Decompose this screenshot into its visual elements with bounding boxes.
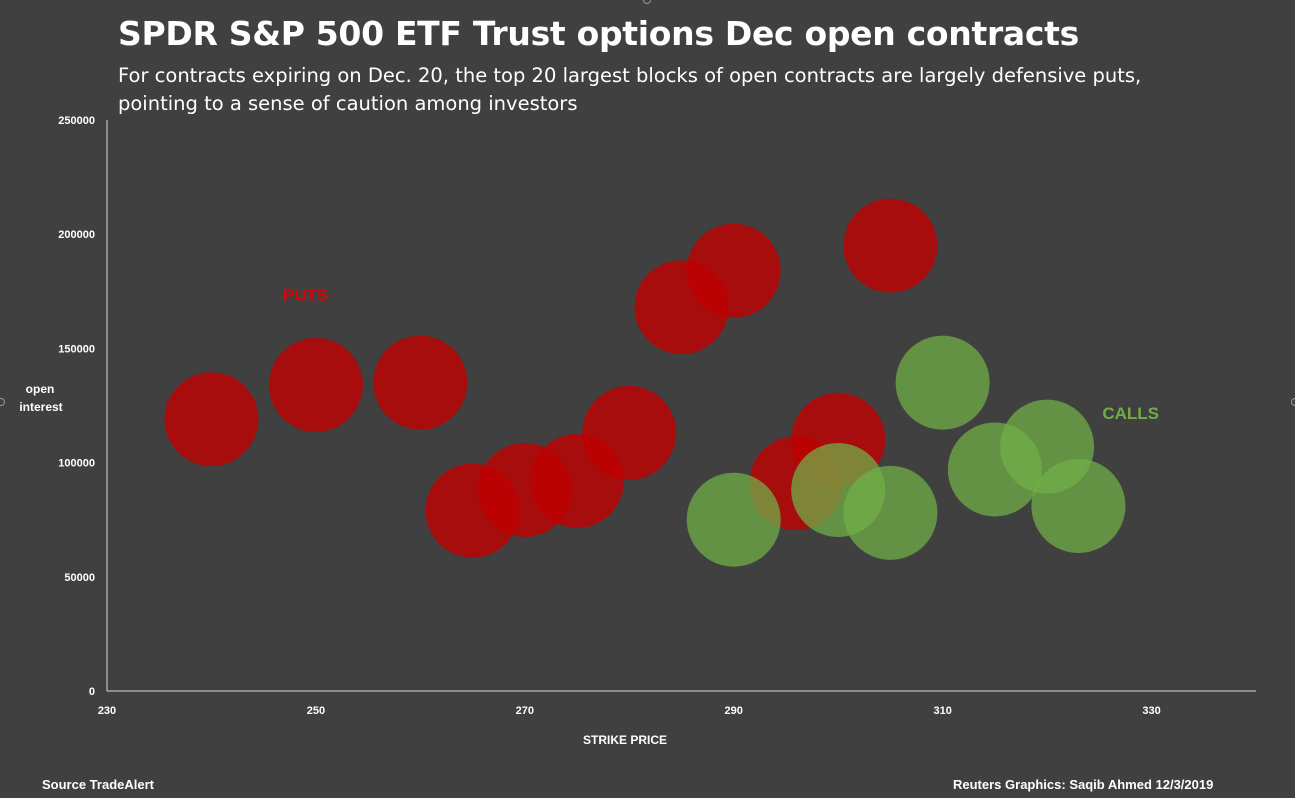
puts-bubble[interactable]: [268, 337, 363, 432]
y-axis-label-line1: open: [26, 382, 55, 396]
x-tick-label: 250: [307, 705, 325, 717]
y-axis-ticks: 0 50000 100000 150000 200000 250000: [58, 115, 95, 698]
resize-handle-left[interactable]: [0, 398, 5, 406]
x-tick-label: 310: [933, 705, 951, 717]
y-axis-label-line2: interest: [19, 400, 62, 414]
source-note: Source TradeAlert: [42, 777, 154, 792]
graphics-credit: Reuters Graphics: Saqib Ahmed 12/3/2019: [953, 777, 1214, 792]
calls-bubble[interactable]: [1031, 458, 1126, 553]
x-axis-label: STRIKE PRICE: [583, 733, 667, 747]
chart-subtitle: For contracts expiring on Dec. 20, the t…: [118, 64, 1142, 115]
puts-bubble[interactable]: [843, 198, 938, 293]
puts-group-label: PUTS: [283, 285, 328, 304]
x-axis-ticks: 230 250 270 290 310 330: [98, 705, 1161, 717]
calls-bubble[interactable]: [895, 335, 990, 430]
calls-bubble[interactable]: [843, 465, 938, 560]
calls-group-label: CALLS: [1102, 404, 1159, 423]
chart-title: SPDR S&P 500 ETF Trust options Dec open …: [118, 14, 1079, 53]
y-tick-label: 150000: [58, 343, 95, 355]
y-tick-label: 100000: [58, 458, 95, 470]
puts-bubble[interactable]: [373, 335, 468, 430]
x-tick-label: 330: [1142, 705, 1160, 717]
puts-bubble[interactable]: [686, 223, 781, 318]
y-tick-label: 250000: [58, 115, 95, 127]
x-tick-label: 290: [725, 705, 743, 717]
bubbles-layer: [164, 198, 1126, 567]
puts-bubble[interactable]: [164, 372, 259, 467]
puts-bubble[interactable]: [582, 385, 677, 480]
y-tick-label: 200000: [58, 229, 95, 241]
resize-handle-right[interactable]: [1291, 398, 1295, 406]
group-labels: PUTS CALLS: [283, 285, 1159, 423]
calls-bubble[interactable]: [686, 472, 781, 567]
x-tick-label: 270: [516, 705, 534, 717]
x-tick-label: 230: [98, 705, 116, 717]
y-tick-label: 0: [89, 686, 95, 698]
y-tick-label: 50000: [64, 572, 95, 584]
